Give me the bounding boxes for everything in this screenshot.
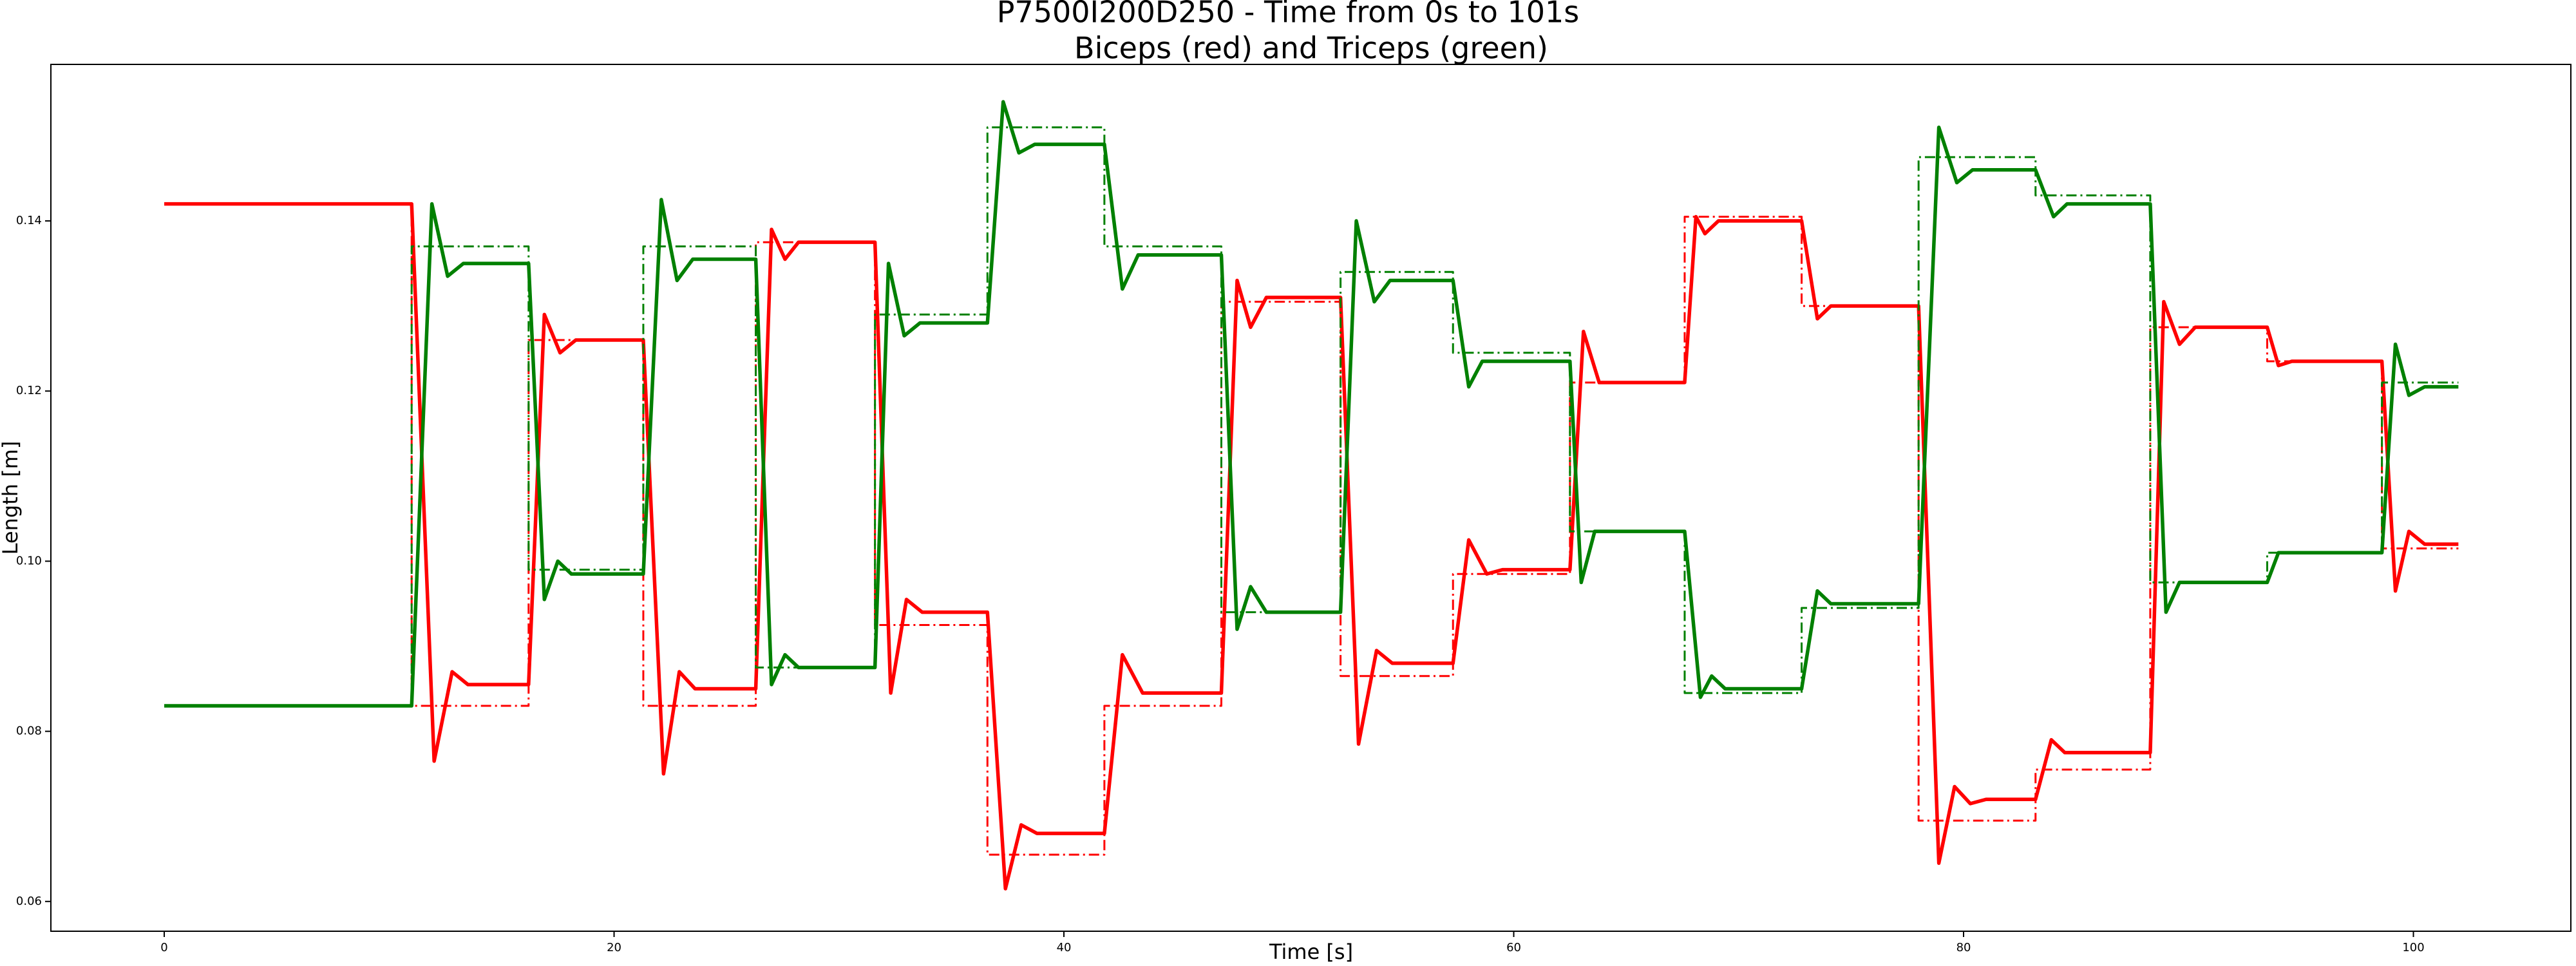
y-axis-label: Length [m] — [0, 441, 23, 555]
x-tick-label: 100 — [2402, 941, 2424, 954]
data-line — [164, 100, 2459, 708]
chart-title: P7500I200D250 - Time from 0s to 101s — [997, 0, 1580, 30]
x-tick-label: 0 — [160, 941, 167, 954]
data-line — [164, 203, 2459, 856]
chart-subtitle: Biceps (red) and Triceps (green) — [1074, 31, 1548, 66]
y-tick-label: 0.12 — [16, 384, 42, 397]
x-tick-label: 80 — [1956, 941, 1971, 954]
x-tick-label: 20 — [607, 941, 621, 954]
y-tick-label: 0.08 — [16, 724, 42, 738]
y-tick-label: 0.06 — [16, 895, 42, 908]
y-tick-label: 0.10 — [16, 554, 42, 567]
y-tick-label: 0.14 — [16, 214, 42, 227]
x-tick-label: 40 — [1057, 941, 1072, 954]
plot-frame — [50, 64, 2571, 932]
x-tick-label: 60 — [1506, 941, 1521, 954]
data-line — [164, 202, 2459, 891]
x-axis-label: Time [s] — [1269, 940, 1353, 964]
data-line — [164, 126, 2459, 707]
